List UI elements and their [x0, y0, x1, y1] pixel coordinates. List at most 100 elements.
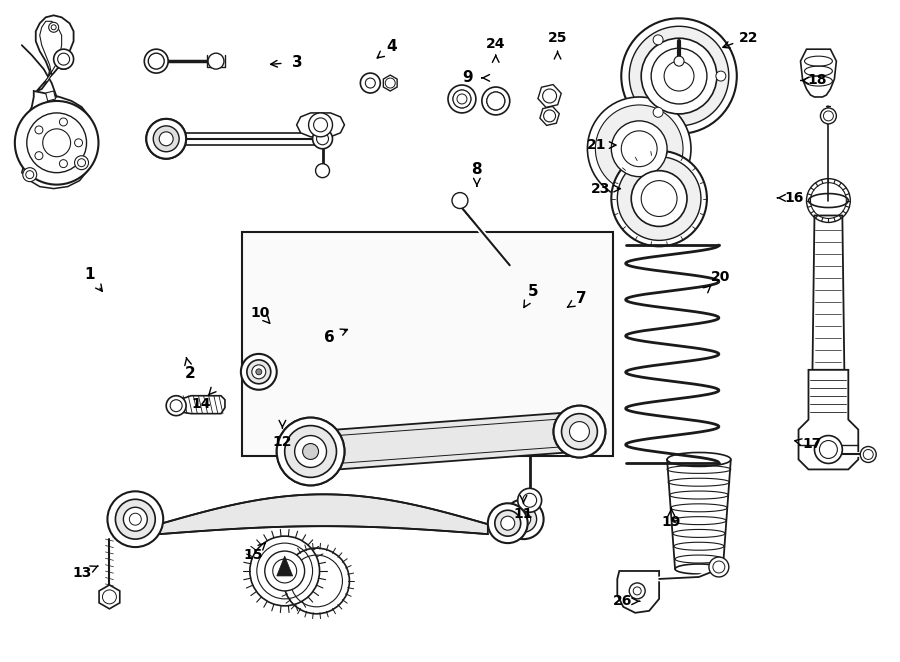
Text: 3: 3: [292, 54, 303, 70]
Circle shape: [611, 151, 706, 246]
Circle shape: [35, 126, 43, 134]
Circle shape: [158, 131, 175, 147]
Circle shape: [621, 131, 657, 167]
Circle shape: [562, 414, 598, 449]
Circle shape: [629, 583, 645, 599]
Circle shape: [241, 354, 276, 390]
Text: 12: 12: [273, 435, 292, 449]
Circle shape: [448, 85, 476, 113]
Circle shape: [256, 369, 262, 375]
Circle shape: [491, 96, 500, 106]
Circle shape: [170, 400, 182, 412]
Polygon shape: [40, 21, 61, 83]
Text: 20: 20: [711, 270, 730, 284]
Polygon shape: [16, 91, 94, 177]
Circle shape: [59, 160, 68, 167]
Circle shape: [54, 49, 74, 69]
Text: 22: 22: [739, 30, 758, 44]
Circle shape: [634, 587, 641, 595]
Text: 2: 2: [184, 366, 195, 381]
Circle shape: [860, 446, 877, 463]
Circle shape: [664, 61, 694, 91]
Circle shape: [294, 436, 327, 467]
Circle shape: [26, 171, 34, 179]
Text: 14: 14: [191, 397, 211, 410]
Circle shape: [510, 506, 536, 532]
Circle shape: [588, 97, 691, 201]
Circle shape: [14, 101, 98, 185]
Text: 8: 8: [472, 162, 482, 177]
Circle shape: [56, 53, 72, 69]
Circle shape: [147, 119, 186, 159]
Circle shape: [482, 87, 509, 115]
Polygon shape: [798, 370, 859, 469]
Text: 18: 18: [807, 73, 827, 87]
Polygon shape: [22, 155, 92, 189]
Polygon shape: [813, 216, 844, 370]
Circle shape: [562, 414, 598, 449]
Polygon shape: [800, 49, 836, 97]
Polygon shape: [36, 15, 74, 91]
Text: 13: 13: [73, 566, 92, 580]
Text: 5: 5: [528, 284, 539, 299]
Circle shape: [488, 503, 527, 543]
Circle shape: [148, 53, 164, 69]
Circle shape: [49, 23, 58, 32]
Text: 21: 21: [587, 138, 607, 152]
Circle shape: [611, 121, 667, 177]
Circle shape: [51, 24, 56, 30]
Circle shape: [457, 94, 467, 104]
Circle shape: [115, 499, 155, 539]
Circle shape: [58, 56, 68, 66]
Circle shape: [123, 507, 148, 531]
Text: 15: 15: [243, 548, 263, 562]
Circle shape: [385, 78, 395, 88]
Circle shape: [863, 449, 873, 459]
Circle shape: [570, 422, 590, 442]
Text: 11: 11: [514, 507, 533, 521]
Polygon shape: [46, 91, 56, 101]
Text: 23: 23: [591, 181, 610, 195]
Circle shape: [716, 71, 725, 81]
Circle shape: [284, 426, 337, 477]
Circle shape: [130, 513, 141, 525]
Circle shape: [517, 512, 531, 526]
Circle shape: [653, 35, 663, 45]
Circle shape: [42, 129, 70, 157]
Circle shape: [294, 436, 327, 467]
Text: 9: 9: [463, 70, 473, 85]
Circle shape: [273, 559, 297, 583]
Text: 26: 26: [613, 594, 633, 608]
Circle shape: [652, 48, 707, 104]
Circle shape: [208, 53, 224, 69]
Circle shape: [107, 491, 163, 547]
Circle shape: [518, 489, 542, 512]
Circle shape: [453, 90, 471, 108]
Circle shape: [276, 418, 345, 485]
Text: 10: 10: [250, 306, 270, 320]
Circle shape: [77, 159, 86, 167]
Circle shape: [265, 551, 304, 591]
Circle shape: [103, 590, 116, 604]
Circle shape: [159, 132, 173, 146]
Circle shape: [247, 360, 271, 384]
Circle shape: [312, 129, 332, 149]
Circle shape: [653, 107, 663, 117]
Text: 17: 17: [803, 438, 822, 451]
Text: 16: 16: [785, 191, 804, 205]
Circle shape: [317, 133, 328, 145]
Circle shape: [313, 118, 328, 132]
Text: 24: 24: [486, 37, 506, 51]
Polygon shape: [149, 123, 183, 155]
Polygon shape: [159, 495, 488, 534]
Circle shape: [821, 108, 836, 124]
Circle shape: [27, 113, 86, 173]
Circle shape: [713, 561, 725, 573]
Circle shape: [814, 436, 842, 463]
Circle shape: [631, 171, 687, 226]
Polygon shape: [176, 396, 225, 414]
Circle shape: [452, 193, 468, 209]
Circle shape: [284, 426, 337, 477]
Circle shape: [276, 418, 345, 485]
Circle shape: [162, 135, 170, 143]
